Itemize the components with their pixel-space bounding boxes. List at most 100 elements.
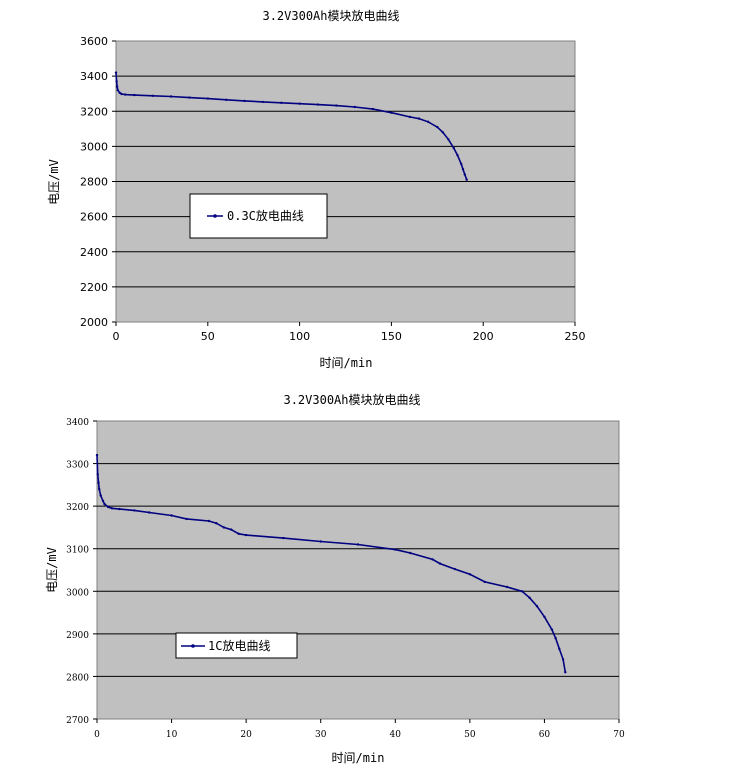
- data-point: [460, 162, 463, 166]
- data-point: [118, 91, 121, 95]
- chart-2-x-ticks: 0 10 20 30 40 50 60 70: [94, 719, 625, 740]
- data-point: [520, 590, 524, 593]
- x-tick-label: 0: [113, 330, 120, 343]
- chart-1-series-line: [114, 71, 468, 181]
- data-point: [237, 532, 240, 535]
- chart-1-legend-label: 0.3C放电曲线: [227, 208, 304, 223]
- data-point: [554, 636, 557, 640]
- chart-1: 3.2V300Ah模块放电曲线 200022002400260028003000…: [47, 8, 586, 370]
- data-point: [426, 120, 430, 124]
- data-point: [468, 573, 472, 576]
- data-point: [225, 98, 228, 102]
- data-point: [98, 487, 101, 491]
- chart-2-y-axis-label: 电压/mV: [45, 547, 59, 593]
- data-point: [316, 103, 320, 106]
- data-point: [438, 562, 442, 565]
- data-point: [417, 117, 421, 120]
- chart-2-series-line: [95, 453, 567, 674]
- data-point: [133, 509, 136, 512]
- data-point: [353, 105, 356, 109]
- data-point: [133, 93, 136, 97]
- data-point: [371, 107, 375, 111]
- x-tick-label: 50: [201, 330, 215, 343]
- data-point: [95, 453, 99, 457]
- y-tick-label: 3600: [80, 35, 108, 48]
- data-point: [124, 93, 127, 96]
- data-point: [215, 522, 218, 525]
- data-point: [390, 111, 393, 114]
- chart-1-legend-marker: [213, 214, 217, 218]
- data-point: [335, 104, 338, 107]
- data-point: [120, 92, 123, 96]
- data-point: [408, 115, 411, 119]
- x-tick-label: 60: [539, 730, 551, 740]
- data-point: [463, 173, 466, 176]
- y-tick-label: 2800: [66, 673, 89, 683]
- data-point: [115, 85, 119, 88]
- data-point: [431, 558, 434, 561]
- chart-2-legend-label: 1C放电曲线: [208, 638, 270, 653]
- data-point: [394, 548, 397, 551]
- data-point: [206, 97, 209, 100]
- y-tick-label: 3200: [80, 105, 108, 118]
- x-tick-label: 30: [315, 730, 327, 740]
- x-tick-label: 250: [565, 330, 586, 343]
- data-point: [561, 658, 565, 661]
- data-point: [452, 146, 455, 150]
- x-tick-label: 100: [289, 330, 310, 343]
- data-point: [409, 551, 412, 555]
- x-tick-label: 20: [240, 730, 252, 740]
- data-point: [244, 533, 248, 537]
- data-point: [543, 615, 546, 618]
- chart-2-title: 3.2V300Ah模块放电曲线: [283, 392, 420, 407]
- y-tick-label: 2200: [80, 281, 108, 294]
- y-tick-label: 3300: [66, 461, 89, 471]
- data-point: [188, 96, 191, 99]
- data-point: [436, 125, 439, 129]
- data-point: [356, 543, 360, 546]
- data-point: [447, 138, 450, 141]
- data-point: [319, 540, 322, 543]
- chart-1-gridlines: [116, 75, 575, 288]
- data-point: [456, 154, 459, 157]
- data-point: [550, 628, 554, 631]
- data-point: [243, 99, 246, 103]
- data-point: [114, 71, 118, 74]
- data-point: [101, 499, 105, 503]
- x-tick-label: 0: [94, 730, 100, 740]
- chart-2-x-axis-label: 时间/min: [332, 751, 385, 765]
- chart-1-title: 3.2V300Ah模块放电曲线: [262, 8, 399, 23]
- chart-1-x-ticks: 0 50 100 150 200 250: [113, 322, 586, 343]
- chart-1-x-axis-label: 时间/min: [320, 356, 373, 370]
- data-point: [230, 528, 233, 531]
- data-point: [461, 168, 465, 171]
- data-point: [453, 567, 457, 571]
- data-point: [97, 481, 100, 484]
- data-point: [170, 514, 173, 517]
- y-tick-label: 2000: [80, 316, 108, 329]
- data-point: [148, 511, 151, 514]
- data-point: [110, 507, 114, 510]
- data-point: [207, 519, 211, 523]
- x-tick-label: 70: [613, 730, 625, 740]
- data-point: [118, 507, 121, 511]
- x-tick-label: 150: [381, 330, 402, 343]
- y-tick-label: 3000: [80, 140, 108, 153]
- series-line: [96, 455, 567, 673]
- data-point: [103, 502, 106, 506]
- data-point: [282, 536, 285, 540]
- y-tick-label: 3100: [66, 546, 89, 556]
- x-tick-label: 40: [390, 730, 402, 740]
- data-point: [107, 505, 110, 509]
- chart-2-plot-area: [96, 420, 620, 720]
- chart-1-legend: 0.3C放电曲线: [189, 193, 328, 239]
- data-point: [280, 101, 283, 105]
- data-point: [169, 95, 173, 98]
- data-point: [535, 605, 539, 608]
- data-point: [115, 80, 118, 83]
- y-tick-label: 2700: [66, 716, 89, 726]
- chart-2: 3.2V300Ah模块放电曲线 2700 2800 2900 3000 3100 3200…: [45, 392, 625, 765]
- data-point: [441, 131, 444, 134]
- y-tick-label: 3200: [66, 503, 89, 513]
- data-point: [505, 585, 509, 589]
